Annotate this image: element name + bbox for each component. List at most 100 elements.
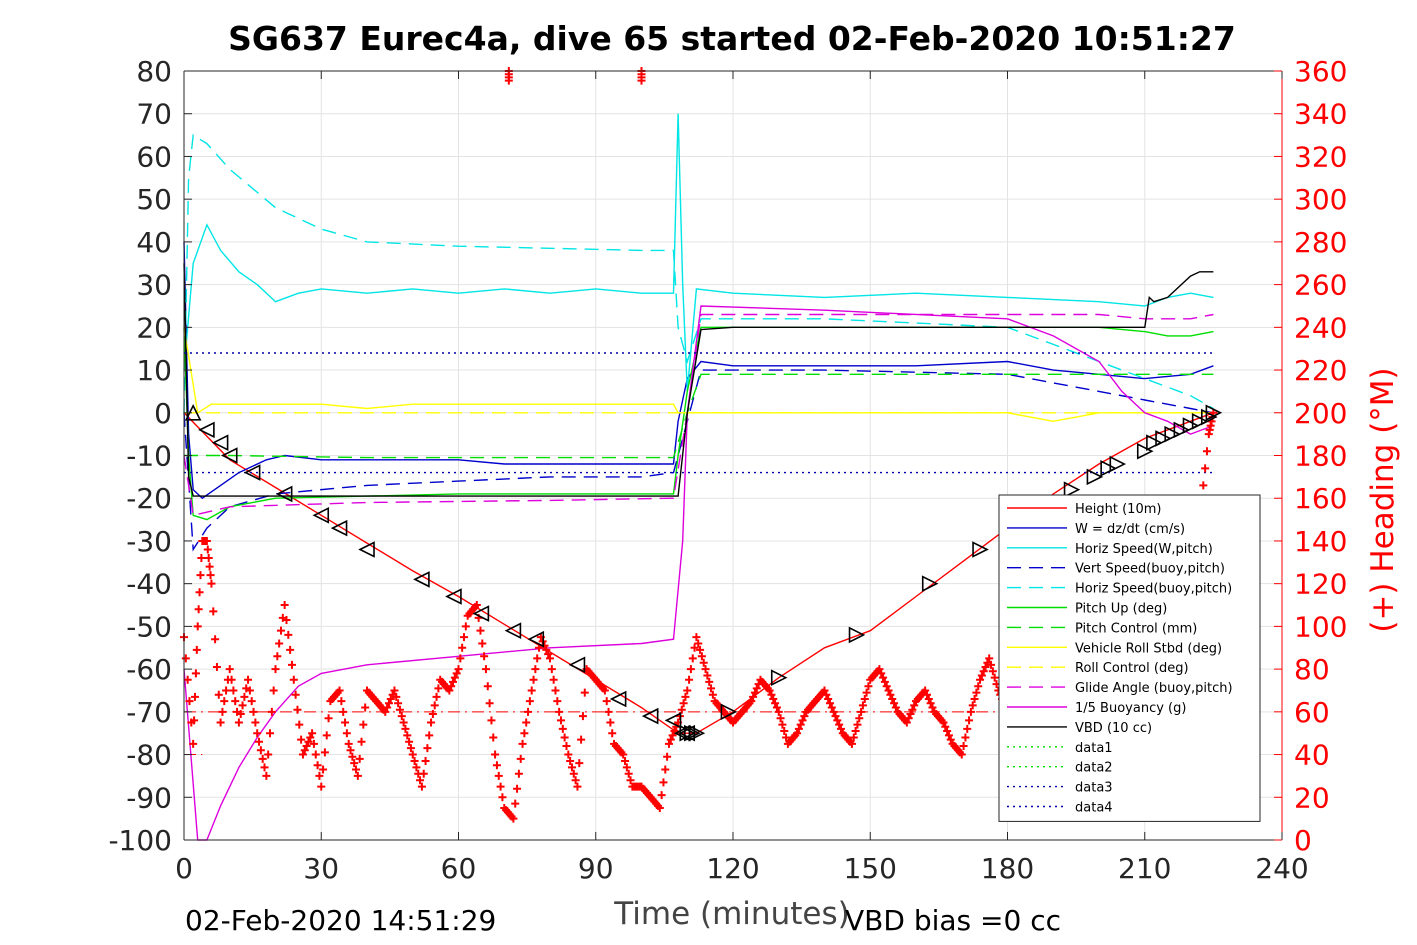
heading-point [908,705,917,714]
heading-point [941,722,950,731]
heading-point [544,650,553,659]
heading-point [829,707,838,716]
heading-point [794,724,803,733]
heading-point [247,697,256,706]
dive-marker [641,707,659,725]
heading-point [390,686,399,695]
heading-point [386,695,395,704]
heading-point [747,697,756,706]
right-y-tick-label: 0 [1294,824,1312,857]
legend-label-horiz_buoy: Horiz Speed(buoy,pitch) [1075,582,1232,597]
heading-point [977,671,986,680]
series-horiz_buoy [183,133,1214,413]
heading-point [1199,481,1208,490]
series-horiz [183,113,1214,392]
climb-marker [1100,460,1117,477]
heading-point [430,701,439,710]
heading-point [769,695,778,704]
y-tick-label: 80 [136,55,172,88]
heading-point [963,724,972,733]
legend-label-vert_buoy: Vert Speed(buoy,pitch) [1075,562,1225,577]
heading-point [229,686,238,695]
heading-point [974,682,983,691]
heading-point [262,771,271,780]
heading-point [685,675,694,684]
heading-point [258,754,267,763]
heading-point [194,605,203,614]
x-axis-label: Time (minutes) [613,896,849,932]
y-tick-label: -30 [126,525,172,558]
heading-point [875,665,884,674]
heading-point [202,536,211,545]
heading-point [273,652,282,661]
heading-point [269,686,278,695]
heading-point [703,671,712,680]
heading-point [943,727,952,736]
right-y-tick-label: 300 [1294,183,1347,216]
y-tick-label: 70 [136,98,172,131]
heading-point [921,686,930,695]
heading-point [558,724,567,733]
series-height [183,412,1214,734]
heading-point [965,716,974,725]
heading-point [240,692,249,701]
heading-point [668,731,677,740]
heading-point [280,601,289,610]
heading-point [774,707,783,716]
heading-point [578,712,587,721]
heading-point [670,727,679,736]
heading-point [315,771,324,780]
heading-point [577,735,586,744]
heading-point [655,803,664,812]
series-pitch [183,326,1214,521]
heading-point [624,769,633,778]
heading-point [406,744,415,753]
climb-marker [1191,413,1209,430]
dive-marker [472,605,490,622]
heading-point [458,643,467,652]
series-vert_buoy [183,369,1214,552]
right-y-tick-label: 120 [1294,568,1347,601]
heading-point [657,791,666,800]
x-tick-label: 210 [1118,852,1171,885]
heading-point [359,720,368,729]
heading-point [699,658,708,667]
heading-point [317,782,326,791]
heading-point [428,709,437,718]
right-y-tick-label: 140 [1294,525,1347,558]
legend-label-data1: data1 [1075,741,1113,756]
heading-point [401,724,410,733]
climb-marker [1063,481,1081,498]
climb-marker [1164,425,1181,443]
heading-point [771,699,780,708]
right-y-tick-label: 60 [1294,696,1330,729]
legend-label-glide: Glide Angle (buoy,pitch) [1075,681,1233,696]
legend-label-w: W = dz/dt (cm/s) [1075,522,1185,537]
heading-point [483,682,492,691]
heading-point [608,729,617,738]
heading-point [355,754,364,763]
dive-marker [198,421,215,439]
heading-point [513,784,522,793]
heading-point [207,579,216,588]
climb-marker [720,703,738,721]
heading-point [308,729,317,738]
dive-marker [330,519,348,537]
heading-point [833,716,842,725]
heading-point [319,765,328,774]
heading-point [782,733,791,742]
heading-point [835,720,844,729]
heading-point [549,675,558,684]
heading-point [542,645,551,654]
y-tick-label: -10 [126,440,172,473]
heading-point [681,692,690,701]
heading-point [853,720,862,729]
heading-point [961,733,970,742]
climb-marker [1155,430,1172,447]
heading-point [985,654,994,663]
heading-point [888,695,897,704]
heading-point [192,645,201,654]
heading-point [831,712,840,721]
legend-label-pitch: Pitch Up (deg) [1075,602,1167,617]
heading-point [520,729,529,738]
